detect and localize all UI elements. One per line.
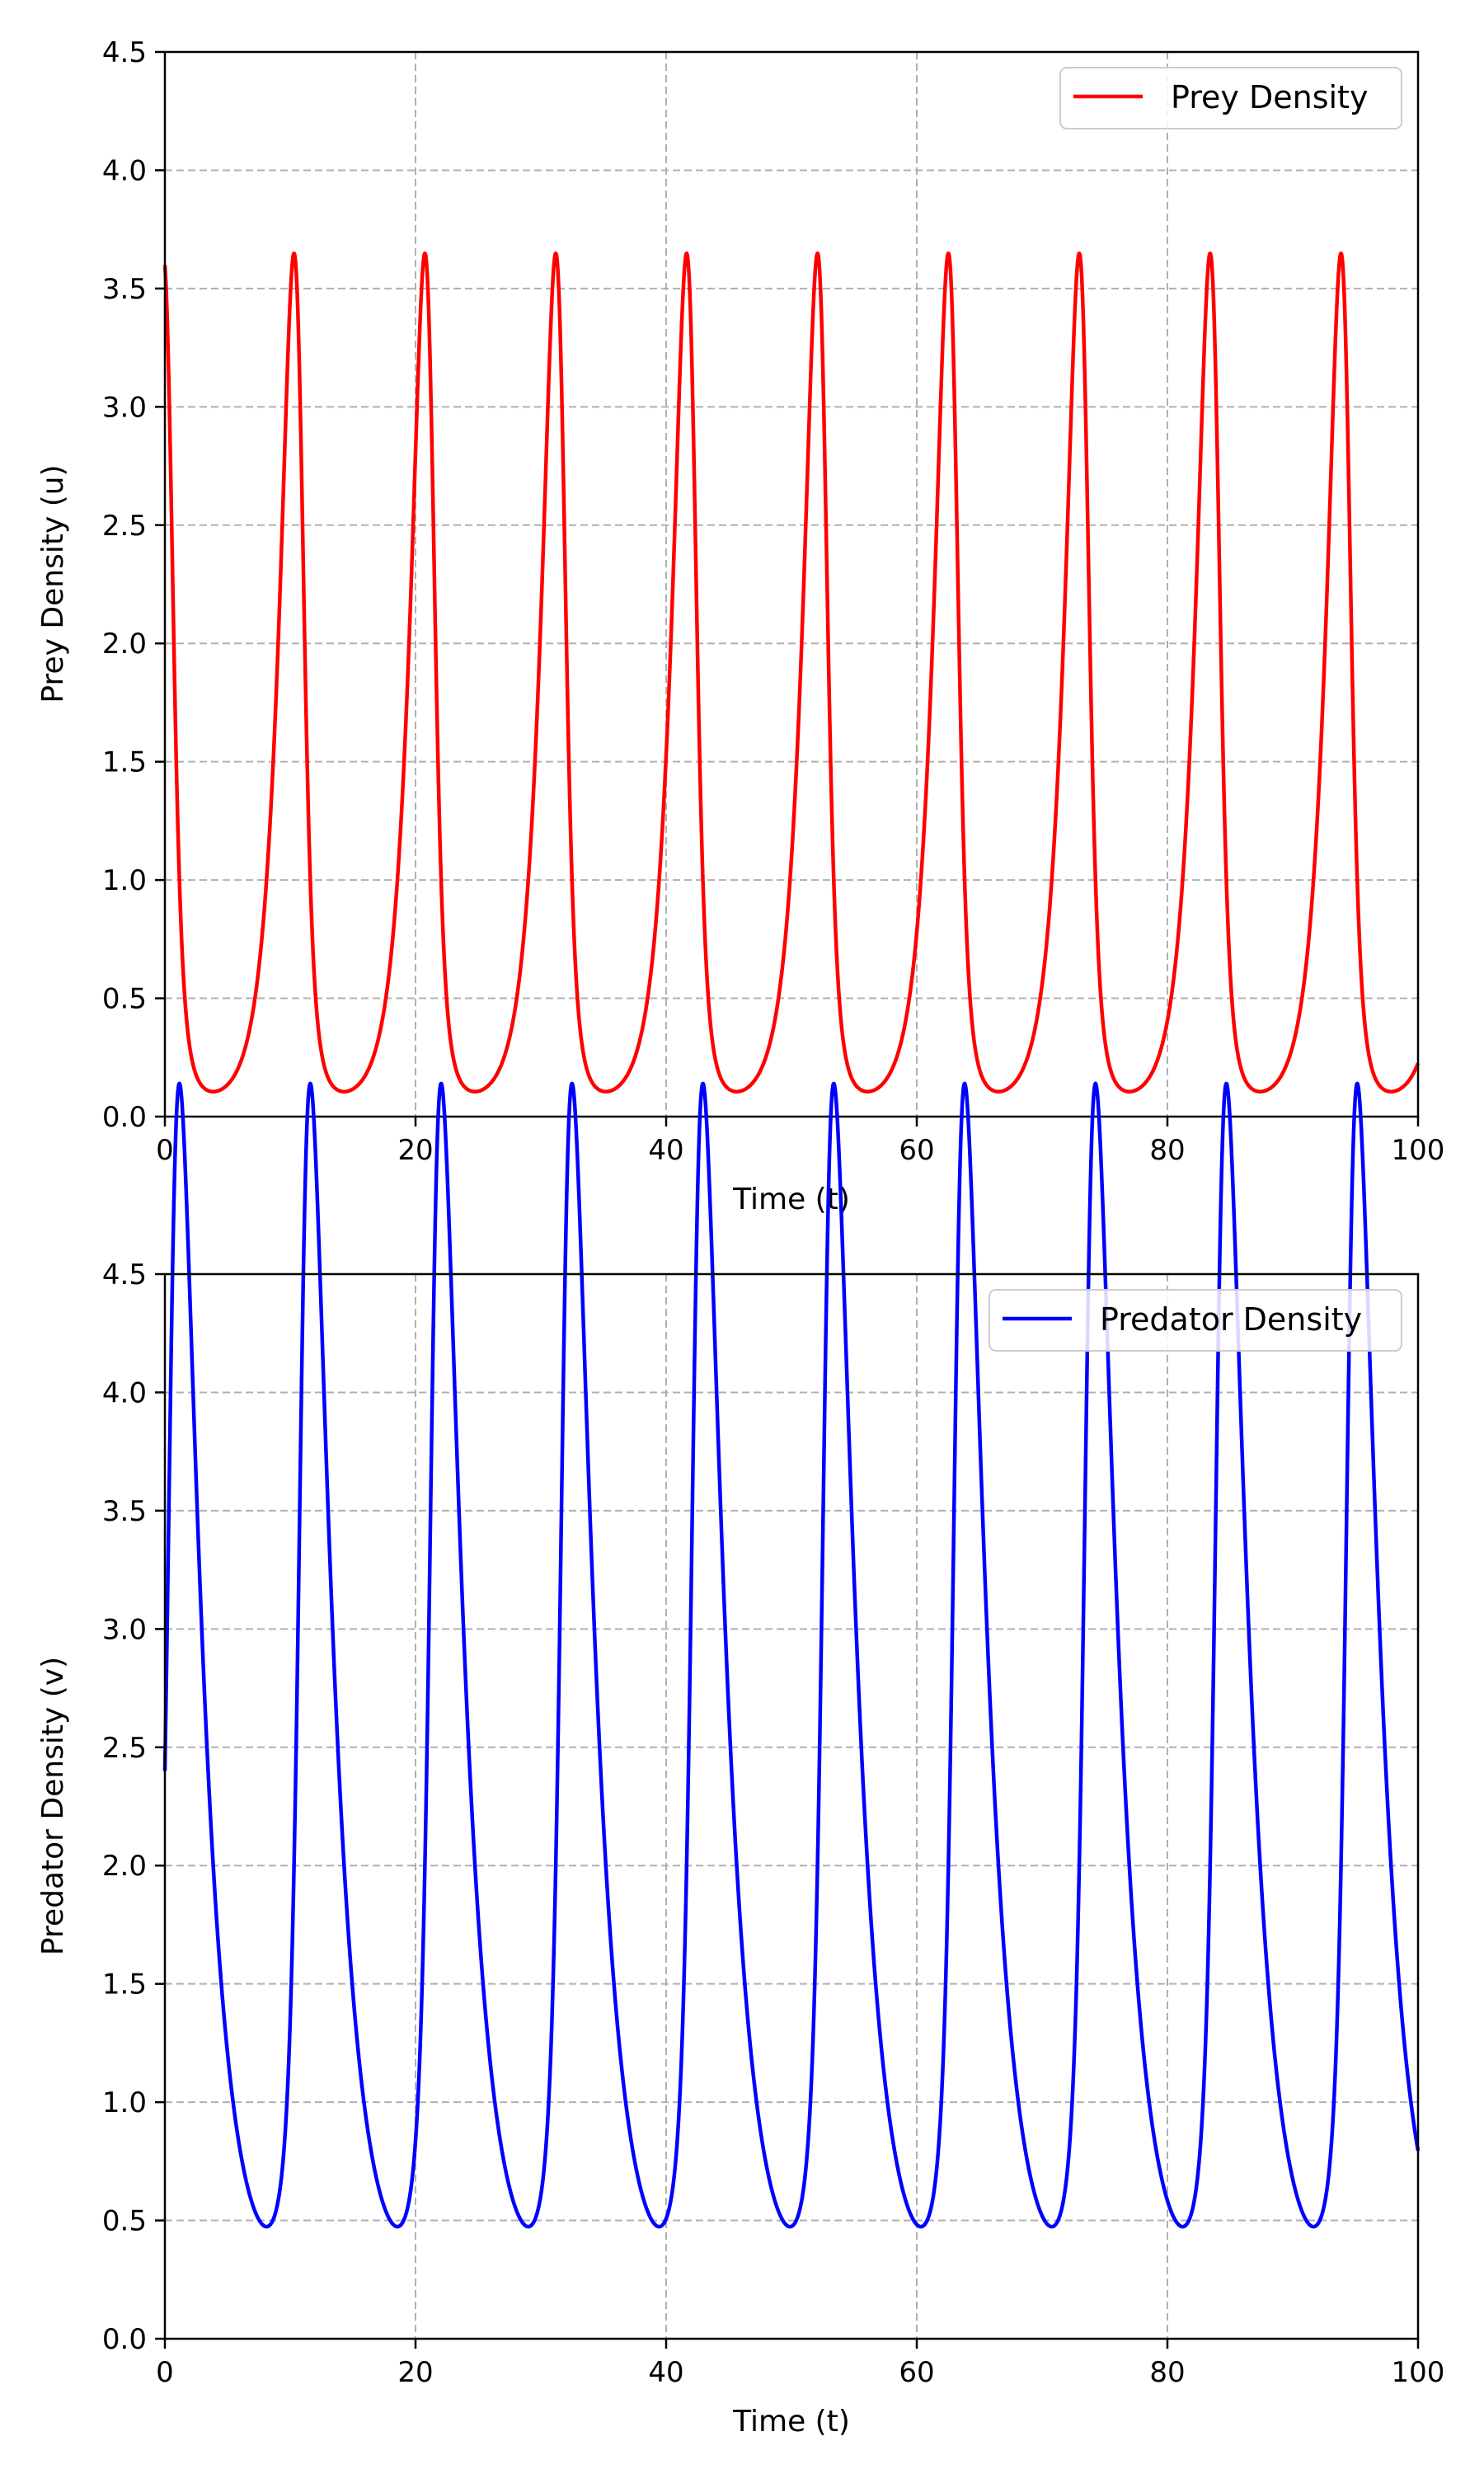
predator-x-tick-label: 20 — [397, 2356, 433, 2389]
prey-x-tick-label: 40 — [648, 1134, 683, 1167]
predator-plot-area — [165, 1274, 1418, 2339]
prey-legend-label: Prey Density — [1171, 79, 1368, 115]
predator-legend: Predator Density — [989, 1289, 1402, 1352]
predator-chart: 0 20 40 60 80 100 0.0 0.5 1.0 1.5 2.0 2.5 3.0 3.5 4.0 4… — [36, 1081, 1445, 2439]
predator-y-tick-label: 1.0 — [102, 2086, 147, 2119]
prey-y-tick-label: 4.0 — [102, 154, 147, 187]
prey-legend-box — [1059, 67, 1402, 129]
prey-y-axis-label: Prey Density (u) — [36, 464, 70, 703]
predator-density-line — [162, 1081, 1421, 2229]
prey-x-tick-label: 0 — [156, 1134, 174, 1167]
predator-x-tick-label: 40 — [648, 2356, 683, 2389]
prey-x-tick-label: 60 — [899, 1134, 934, 1167]
prey-density-line — [162, 251, 1421, 1094]
prey-legend: Prey Density — [1059, 67, 1402, 129]
predator-x-tick-label: 80 — [1149, 2356, 1185, 2389]
predator-x-tick-label: 60 — [899, 2356, 934, 2389]
predator-y-tick-label: 4.0 — [102, 1376, 147, 1409]
prey-x-tick-label: 80 — [1149, 1134, 1185, 1167]
prey-axes-frame — [163, 50, 1420, 1118]
predator-legend-box — [989, 1289, 1402, 1352]
predator-x-axis-label: Time (t) — [732, 2405, 850, 2439]
prey-y-tick-label: 3.0 — [102, 391, 147, 424]
prey-y-tick-label: 3.5 — [102, 273, 147, 306]
predator-y-tick-label: 3.0 — [102, 1613, 147, 1646]
prey-y-tick-label: 1.0 — [102, 864, 147, 897]
predator-legend-label: Predator Density — [1100, 1301, 1362, 1338]
prey-chart: 0 20 40 60 80 100 0.0 0.5 1.0 1.5 2.0 2.5 3.0 3.5 4.0 4… — [36, 36, 1444, 1216]
prey-plot-area — [165, 52, 1418, 1117]
predator-y-tick-label: 2.5 — [102, 1732, 147, 1765]
prey-y-tick-label: 1.5 — [102, 746, 147, 779]
prey-x-tick-label: 20 — [397, 1134, 433, 1167]
predator-ticks: 0 20 40 60 80 100 0.0 0.5 1.0 1.5 2.0 2.5 3.0 3.5 4.0 4… — [102, 1258, 1445, 2389]
predator-y-tick-label: 3.5 — [102, 1495, 147, 1528]
prey-y-tick-label: 2.0 — [102, 628, 147, 661]
predator-y-axis-label: Predator Density (v) — [36, 1657, 70, 1955]
predator-x-tick-label: 0 — [156, 2356, 174, 2389]
prey-y-tick-label: 2.5 — [102, 510, 147, 543]
predator-y-tick-label: 0.0 — [102, 2323, 147, 2356]
prey-y-tick-label: 0.5 — [102, 983, 147, 1016]
prey-y-tick-label: 0.0 — [102, 1101, 147, 1134]
predator-x-tick-label: 100 — [1392, 2356, 1445, 2389]
predator-y-tick-label: 0.5 — [102, 2205, 147, 2238]
predator-axes-frame — [163, 1272, 1420, 2340]
predator-y-tick-label: 2.0 — [102, 1850, 147, 1883]
prey-y-tick-label: 4.5 — [102, 36, 147, 69]
prey-x-tick-label: 100 — [1392, 1134, 1445, 1167]
predator-y-tick-label: 1.5 — [102, 1968, 147, 2001]
predator-y-tick-label: 4.5 — [102, 1258, 147, 1291]
prey-x-axis-label: Time (t) — [732, 1183, 850, 1216]
prey-ticks: 0 20 40 60 80 100 0.0 0.5 1.0 1.5 2.0 2.5 3.0 3.5 4.0 4… — [102, 36, 1445, 1167]
